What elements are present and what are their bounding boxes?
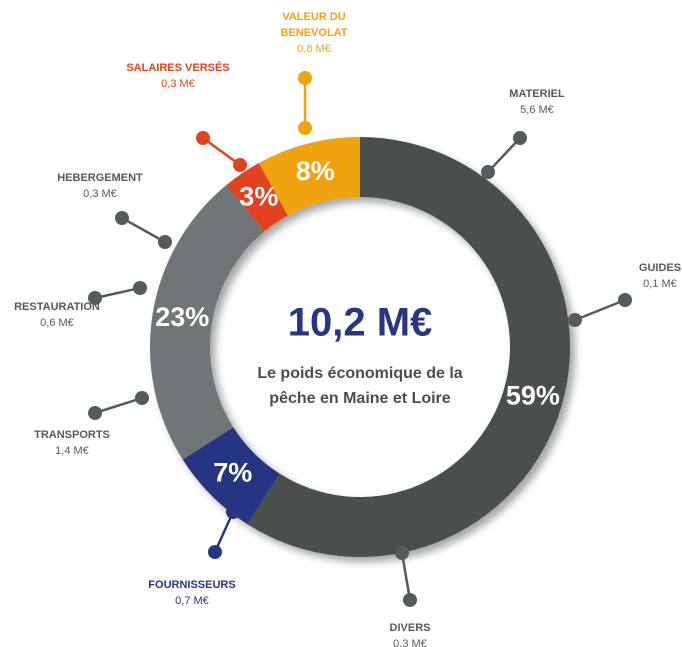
- callout-dot: [618, 293, 632, 307]
- callout-line: [121, 216, 166, 244]
- callout-name: VALEUR DU: [282, 11, 345, 23]
- center-value: 10,2 M€: [288, 301, 433, 345]
- segment-label: 3%: [239, 181, 278, 211]
- callout-amount: 0,8 M€: [297, 43, 331, 55]
- callout-dot: [88, 291, 102, 305]
- callout-name: MATERIEL: [509, 88, 565, 100]
- callout-line: [487, 137, 521, 173]
- callout-dot: [513, 131, 527, 145]
- donut-segment: [149, 185, 265, 460]
- callout-line: [94, 396, 143, 415]
- callout-amount: 0,3 M€: [161, 78, 195, 90]
- callout-amount: 0,1 M€: [643, 278, 677, 290]
- callout-dot: [135, 391, 149, 405]
- callout-name: RESTAURATION: [14, 301, 100, 313]
- donut-segment: [182, 427, 280, 525]
- callout-name: HEBERGEMENT: [57, 172, 143, 184]
- callout-dot: [298, 121, 312, 135]
- callout-amount: 1,4 M€: [55, 445, 89, 457]
- callout-name: BENEVOLAT: [280, 27, 347, 39]
- callout-dot: [403, 593, 417, 607]
- segment-label: 59%: [506, 380, 560, 410]
- callout-name: SALAIRES VERSÉS: [126, 61, 229, 74]
- donut-segment: [226, 162, 288, 232]
- segment-label: 23%: [155, 302, 209, 332]
- callout-name: GUIDES: [639, 262, 681, 274]
- callout-amount: 0,6 M€: [40, 317, 74, 329]
- callout-dot: [568, 313, 582, 327]
- callout-dot: [233, 158, 247, 172]
- callout-dot: [208, 545, 222, 559]
- callout-dot: [158, 235, 172, 249]
- callout-name: TRANSPORTS: [34, 429, 110, 441]
- donut-segment: [247, 137, 571, 557]
- callout-amount: 0,7 M€: [175, 595, 209, 607]
- callout-dot: [226, 505, 240, 519]
- donut: [149, 137, 571, 557]
- callout-dot: [133, 281, 147, 295]
- center-text: Le poids économique de la: [257, 365, 462, 382]
- callout-line: [574, 298, 626, 322]
- callout-dot: [115, 211, 129, 225]
- callout-amount: 5,6 M€: [520, 104, 554, 116]
- callout-name: FOURNISSEURS: [148, 579, 235, 591]
- callout-dot: [481, 165, 495, 179]
- callout-line: [94, 286, 141, 300]
- callout-dot: [395, 546, 409, 560]
- callout-name: DIVERS: [390, 622, 431, 634]
- donut-segment: [258, 137, 360, 216]
- callout-line: [400, 552, 412, 601]
- callout-line: [202, 136, 241, 167]
- callout-amount: 0,3 M€: [83, 188, 117, 200]
- callout-dot: [298, 71, 312, 85]
- callout-dot: [196, 131, 210, 145]
- callout-amount: 0,3 M€: [393, 638, 427, 647]
- center-text: pêche en Maine et Loire: [269, 390, 450, 407]
- callout-line: [213, 511, 235, 553]
- callout-dot: [88, 406, 102, 420]
- segment-label: 7%: [213, 457, 252, 487]
- segment-label: 8%: [296, 156, 335, 186]
